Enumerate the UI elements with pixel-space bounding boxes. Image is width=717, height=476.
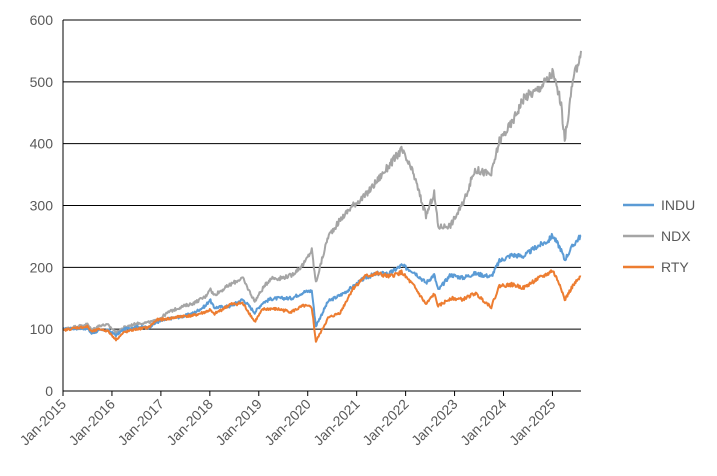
x-tick-label: Jan-2023 [408, 396, 461, 449]
y-tick-label: 300 [30, 198, 54, 214]
axes: 0100200300400500600Jan-2015Jan-2016Jan-2… [17, 12, 581, 448]
x-tick-label: Jan-2022 [359, 396, 412, 449]
x-tick-label: Jan-2017 [114, 396, 167, 449]
legend: INDU NDX RTY [623, 197, 695, 275]
series-line-rty [62, 269, 582, 343]
x-tick-label: Jan-2019 [212, 396, 265, 449]
y-tick-label: 500 [30, 74, 54, 90]
x-tick-label: Jan-2016 [65, 396, 118, 449]
x-tick-label: Jan-2018 [163, 396, 216, 449]
x-tick-label: Jan-2025 [506, 396, 559, 449]
x-tick-label: Jan-2024 [457, 396, 510, 449]
legend-label-ndx: NDX [661, 228, 691, 244]
series-line-ndx [62, 50, 582, 335]
legend-label-indu: INDU [661, 197, 695, 213]
x-tick-label: Jan-2020 [261, 396, 314, 449]
y-tick-label: 100 [30, 321, 54, 337]
x-tick-label: Jan-2021 [310, 396, 363, 449]
series-lines [62, 50, 582, 343]
y-tick-label: 0 [45, 383, 53, 399]
y-tick-label: 200 [30, 259, 54, 275]
legend-label-rty: RTY [661, 259, 689, 275]
x-tick-label: Jan-2015 [17, 396, 70, 449]
y-tick-label: 600 [30, 12, 54, 28]
gridlines [63, 19, 581, 330]
y-tick-label: 400 [30, 136, 54, 152]
